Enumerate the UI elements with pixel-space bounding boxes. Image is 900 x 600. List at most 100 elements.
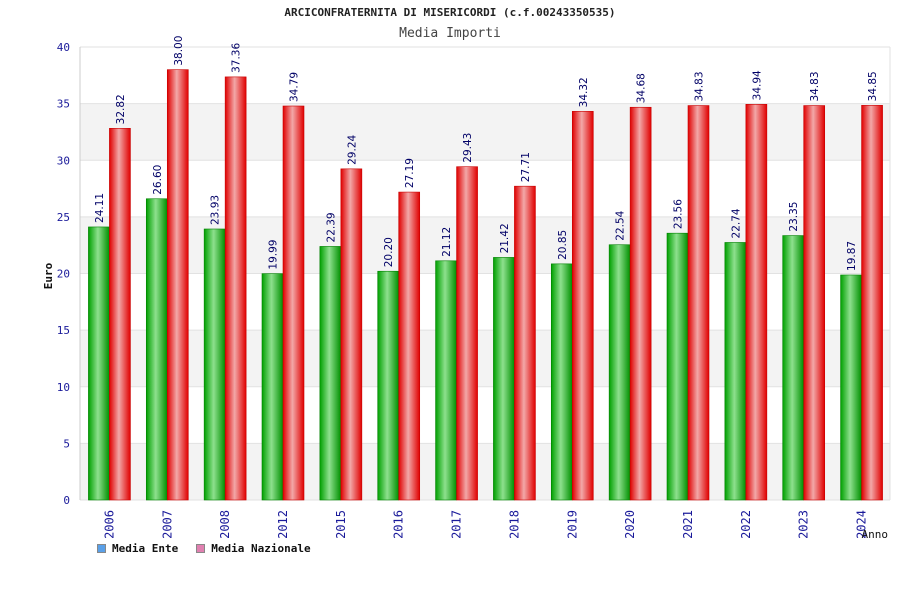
bar-media-nazionale <box>282 105 305 501</box>
plot-band <box>80 330 890 387</box>
bar-media-ente <box>145 198 168 501</box>
data-label: 23.93 <box>210 195 222 225</box>
data-label: 22.39 <box>325 212 337 242</box>
legend-item-ente: Media Ente <box>97 542 178 555</box>
bar-media-ente <box>840 274 862 501</box>
data-label: 22.74 <box>730 208 742 238</box>
y-tick-label: 0 <box>63 494 70 507</box>
legend: Media Ente Media Nazionale <box>97 542 311 555</box>
x-tick-label: 2015 <box>334 510 348 539</box>
bar-media-ente <box>782 235 805 501</box>
x-tick-label: 2016 <box>392 510 406 539</box>
bar-media-nazionale <box>340 168 363 501</box>
y-tick-label: 30 <box>57 154 70 167</box>
y-tick-label: 20 <box>57 268 70 281</box>
bar-media-ente <box>88 226 110 501</box>
bar-media-ente <box>608 244 631 501</box>
data-label: 21.12 <box>441 227 453 257</box>
x-tick-label: 2021 <box>681 510 695 539</box>
x-tick-label: 2020 <box>623 510 637 539</box>
bar-media-nazionale <box>571 111 594 501</box>
data-label: 34.32 <box>578 77 590 107</box>
x-tick-label: 2024 <box>855 510 869 539</box>
y-tick-label: 5 <box>63 437 70 450</box>
bar-media-ente <box>319 246 342 501</box>
x-tick-label: 2017 <box>450 510 464 539</box>
bar-media-ente <box>493 257 515 501</box>
bar-media-nazionale <box>166 69 189 501</box>
data-label: 38.00 <box>173 36 185 66</box>
data-label: 23.35 <box>788 201 800 231</box>
data-label: 24.11 <box>94 193 106 223</box>
bar-media-nazionale <box>456 166 478 501</box>
y-axis-label: Euro <box>42 262 55 289</box>
data-label: 34.83 <box>809 71 821 101</box>
bar-media-ente <box>666 232 689 501</box>
bar-media-nazionale <box>861 105 883 501</box>
data-label: 20.20 <box>383 237 395 267</box>
bars-group: 24.11 32.82 26.60 38.00 23.93 37.36 19.99 34.79… <box>88 36 883 501</box>
legend-swatch-nazionale <box>196 544 206 553</box>
bar-media-nazionale <box>224 76 247 501</box>
x-tick-label: 2007 <box>160 510 174 539</box>
data-label: 19.99 <box>268 240 280 270</box>
x-tick-label: 2022 <box>739 510 753 539</box>
chart-title: ARCICONFRATERNITA DI MISERICORDI (c.f.00… <box>284 6 616 19</box>
data-label: 37.36 <box>231 43 243 73</box>
data-label: 27.19 <box>404 158 416 188</box>
bar-media-nazionale <box>629 106 652 501</box>
plot-band <box>80 160 890 217</box>
bar-media-nazionale <box>745 104 768 501</box>
y-axis: 0 5 10 15 20 25 30 35 40 <box>57 41 70 507</box>
data-label: 23.56 <box>673 199 685 229</box>
data-label: 29.43 <box>462 133 474 163</box>
legend-label-ente: Media Ente <box>112 542 179 555</box>
y-tick-label: 15 <box>57 324 70 337</box>
y-tick-label: 40 <box>57 41 70 54</box>
x-tick-label: 2019 <box>565 510 579 539</box>
legend-item-nazionale: Media Nazionale <box>196 542 311 555</box>
x-tick-label: 2023 <box>797 510 811 539</box>
legend-label-nazionale: Media Nazionale <box>211 542 311 555</box>
bar-media-ente <box>435 260 457 501</box>
data-label: 19.87 <box>846 241 858 271</box>
plot-band <box>80 386 890 444</box>
data-label: 27.71 <box>520 152 532 182</box>
bar-media-nazionale <box>803 105 826 501</box>
plot-band <box>80 273 890 331</box>
legend-swatch-ente <box>97 544 106 553</box>
x-tick-label: 2008 <box>218 510 232 539</box>
data-label: 26.60 <box>152 165 164 195</box>
bar-media-nazionale <box>109 128 131 501</box>
x-axis-label: Anno <box>862 528 889 541</box>
data-label: 34.85 <box>867 71 879 101</box>
data-label: 34.94 <box>751 70 763 100</box>
data-label: 34.79 <box>289 72 301 102</box>
x-tick-label: 2018 <box>507 510 521 539</box>
x-axis: 2006 2007 2008 2012 2015 2016 2017 2018 2019 2020… <box>102 510 868 539</box>
y-tick-label: 35 <box>57 98 70 111</box>
data-label: 20.85 <box>557 230 569 260</box>
x-tick-label: 2006 <box>102 510 116 539</box>
y-tick-label: 25 <box>57 211 70 224</box>
bar-media-ente <box>261 273 284 501</box>
data-label: 34.68 <box>636 73 648 103</box>
y-tick-label: 10 <box>57 381 70 394</box>
plot-band <box>80 216 890 274</box>
bar-media-ente <box>550 263 573 501</box>
data-label: 21.42 <box>499 223 511 253</box>
bar-media-nazionale <box>514 185 536 501</box>
bar-media-ente <box>724 242 747 501</box>
bar-media-ente <box>377 270 400 501</box>
x-tick-label: 2012 <box>276 510 290 539</box>
bar-media-nazionale <box>687 105 710 501</box>
chart-subtitle: Media Importi <box>399 26 501 41</box>
bar-media-nazionale <box>398 191 421 501</box>
plot-band <box>80 103 890 161</box>
plot-band <box>80 47 890 104</box>
data-label: 32.82 <box>115 94 127 124</box>
bar-media-ente <box>203 228 226 501</box>
data-label: 34.83 <box>694 71 706 101</box>
plot-band <box>80 443 890 500</box>
